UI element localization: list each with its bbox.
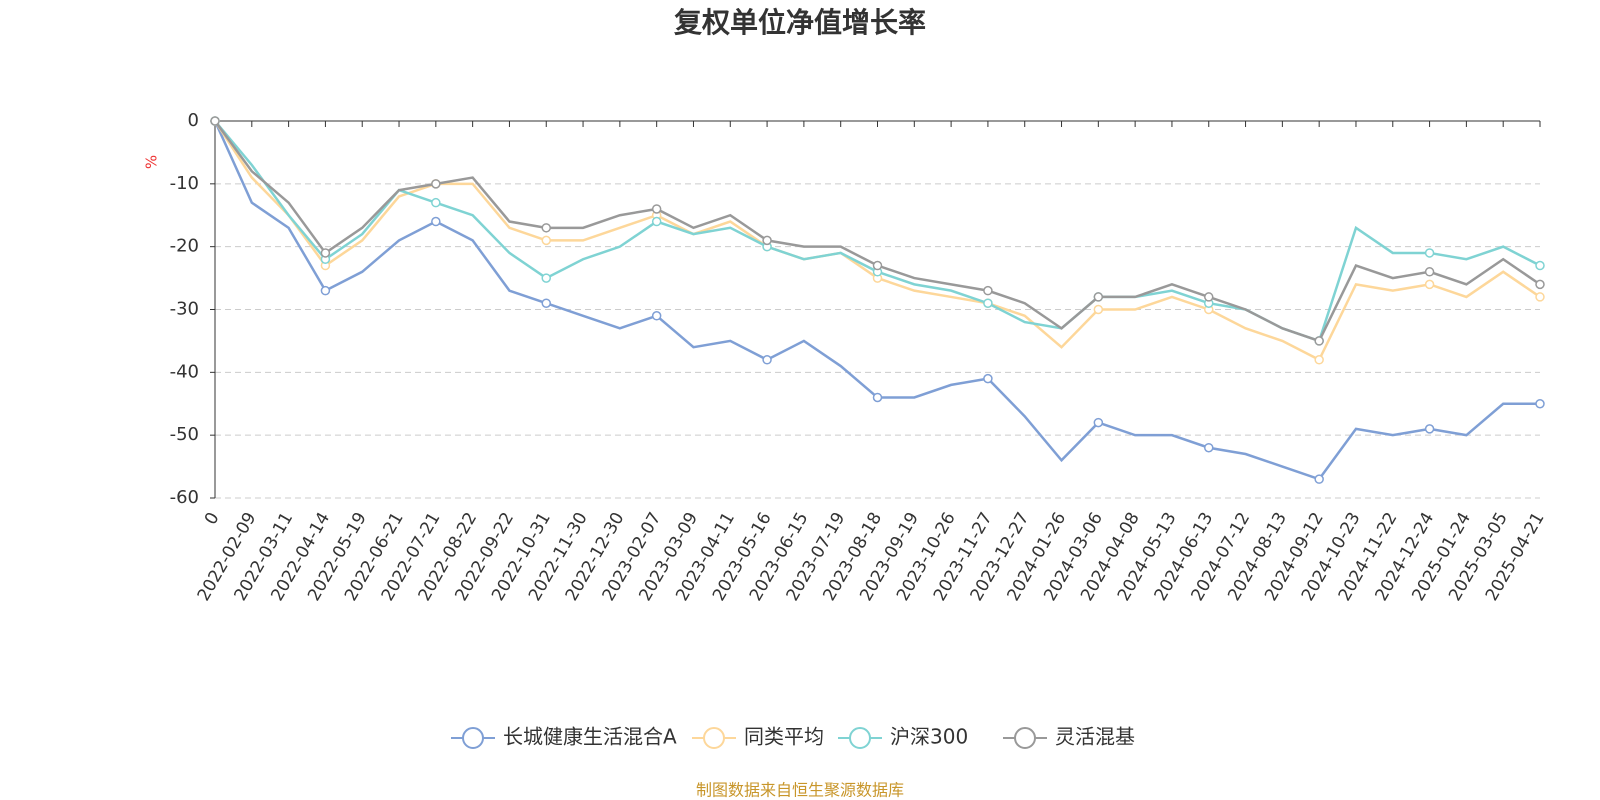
- point: [651, 204, 662, 214]
- point: [541, 273, 551, 283]
- legend-item: 长城健康生活混合A: [451, 725, 677, 749]
- y-tick-label: -50: [170, 424, 199, 445]
- point: [541, 298, 551, 308]
- y-tick-label: -30: [170, 299, 199, 320]
- legend-marker: [1014, 727, 1036, 749]
- point: [1535, 292, 1545, 302]
- point: [1204, 442, 1214, 453]
- legend-item: 沪深300: [838, 725, 968, 749]
- y-tick-label: -40: [170, 361, 199, 382]
- point: [1093, 417, 1104, 428]
- y-axis-label: %: [143, 155, 161, 169]
- legend-label: 沪深300: [890, 725, 968, 749]
- source-note: 制图数据来自恒生聚源数据库: [696, 781, 904, 800]
- point: [1314, 336, 1324, 346]
- point: [651, 311, 662, 321]
- point: [320, 285, 331, 296]
- point: [1424, 248, 1435, 258]
- point: [1093, 292, 1104, 302]
- point: [872, 260, 883, 271]
- point: [1535, 260, 1545, 271]
- series-line: [214, 120, 1541, 343]
- point: [1204, 292, 1214, 302]
- point: [1424, 424, 1435, 434]
- legend-item: 灵活混基: [1003, 725, 1135, 749]
- legend-marker: [849, 727, 871, 749]
- point: [431, 197, 441, 208]
- legend-marker: [462, 727, 484, 749]
- point: [1314, 474, 1324, 484]
- legend-label: 同类平均: [744, 725, 824, 749]
- y-tick-label: -10: [170, 173, 199, 194]
- point: [1424, 267, 1435, 277]
- point: [983, 298, 993, 308]
- series-line: [213, 120, 1541, 362]
- point: [1424, 279, 1435, 290]
- x-tick-label: 0: [201, 509, 224, 528]
- point: [1535, 279, 1545, 290]
- point: [872, 392, 883, 403]
- point: [541, 235, 551, 246]
- y-tick-label: -20: [170, 236, 199, 257]
- legend-label: 灵活混基: [1055, 725, 1135, 749]
- point: [1314, 355, 1324, 365]
- point: [320, 248, 331, 258]
- point: [651, 216, 662, 227]
- y-tick-label: -60: [170, 487, 199, 508]
- point: [1535, 399, 1545, 409]
- point: [431, 179, 441, 189]
- point: [541, 223, 551, 233]
- point: [1093, 304, 1104, 315]
- point: [210, 116, 220, 126]
- point: [983, 373, 993, 384]
- legend-label: 长城健康生活混合A: [503, 725, 677, 749]
- point: [762, 355, 772, 365]
- chart-title: 复权单位净值增长率: [674, 6, 926, 39]
- point: [431, 216, 441, 227]
- point: [762, 235, 772, 246]
- legend-marker: [703, 727, 725, 749]
- point: [983, 285, 993, 296]
- series-line: [213, 120, 1541, 343]
- y-tick-label: 0: [188, 110, 199, 131]
- series-line: [213, 120, 1540, 481]
- legend-item: 同类平均: [692, 725, 824, 749]
